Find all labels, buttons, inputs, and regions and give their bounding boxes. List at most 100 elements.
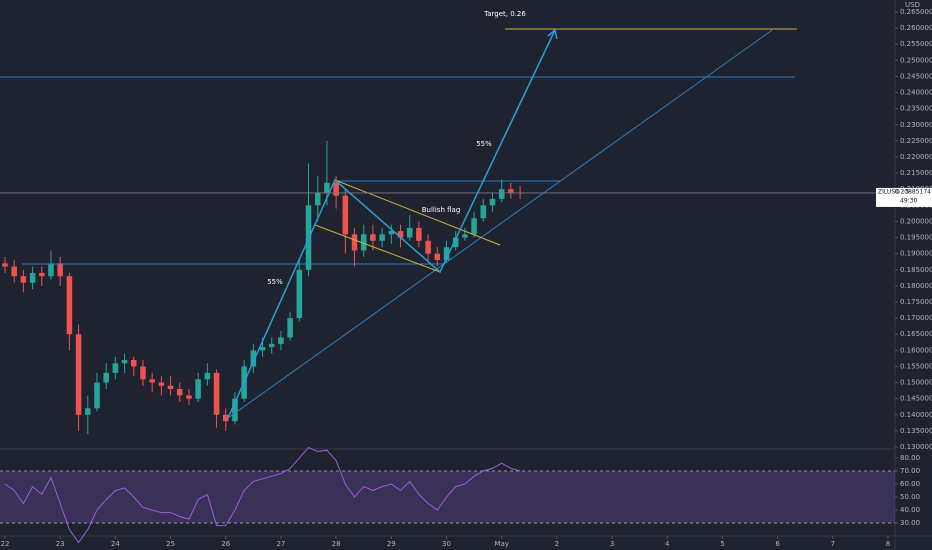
- x-tick-label: 2: [555, 540, 559, 548]
- candle-body: [232, 398, 238, 422]
- candle-body: [425, 240, 431, 254]
- x-tick-label: 25: [166, 540, 175, 548]
- y-tick-label: 0.23000000: [900, 121, 932, 129]
- candle-body: [360, 234, 367, 251]
- x-tick-label: 29: [387, 540, 396, 548]
- y-tick-label: 0.26000000: [900, 24, 932, 32]
- candle-body: [167, 385, 174, 389]
- rsi-tick-label: 30.00: [900, 519, 920, 527]
- candle-body: [57, 263, 63, 277]
- x-tick-label: 22: [1, 540, 10, 548]
- candle-body: [66, 276, 73, 335]
- move-label: 55%: [267, 278, 283, 286]
- countdown-label: 49:30: [900, 197, 917, 204]
- candle-body: [324, 182, 330, 193]
- projection-path: [227, 29, 556, 419]
- candle-body: [508, 189, 514, 193]
- candle-body: [131, 360, 137, 367]
- y-tick-label: 0.18500000: [900, 266, 932, 274]
- candle-body: [75, 334, 82, 415]
- y-tick-label: 0.21500000: [900, 169, 932, 177]
- candle-body: [112, 363, 119, 373]
- x-tick-label: 28: [332, 540, 341, 548]
- symbol-label: ZILUSD · 5: [878, 188, 909, 195]
- candle-body: [121, 360, 128, 364]
- candle-body: [204, 372, 211, 380]
- y-tick-label: 0.15500000: [900, 362, 932, 370]
- candle-body: [379, 234, 385, 241]
- flag-lower: [314, 224, 441, 273]
- x-tick-label: 30: [442, 540, 451, 548]
- y-tick-label: 0.14500000: [900, 395, 932, 403]
- y-tick-label: 0.15000000: [900, 379, 932, 387]
- rsi-tick-label: 80.00: [900, 454, 920, 462]
- candle-body: [195, 379, 201, 399]
- x-tick-label: 3: [610, 540, 614, 548]
- candle-body: [94, 382, 100, 409]
- currency-label: USD: [905, 1, 920, 9]
- candle-body: [186, 395, 192, 399]
- rsi-tick-label: 40.00: [900, 506, 920, 514]
- candle-body: [406, 227, 413, 238]
- move-label: 55%: [476, 140, 492, 148]
- candle-body: [351, 234, 358, 251]
- y-tick-label: 0.20000000: [900, 217, 932, 225]
- y-tick-label: 0.14000000: [900, 411, 932, 419]
- candle-body: [287, 318, 293, 338]
- candle-body: [296, 269, 303, 319]
- x-tick-label: 27: [276, 540, 285, 548]
- candle-body: [140, 366, 146, 380]
- candle-body: [2, 263, 8, 267]
- x-tick-label: 8: [886, 540, 890, 548]
- candle-body: [20, 276, 27, 283]
- x-tick-label: 4: [665, 540, 670, 548]
- y-tick-label: 0.22500000: [900, 137, 932, 145]
- y-tick-label: 0.19000000: [900, 250, 932, 258]
- candle-body: [103, 372, 109, 383]
- candle-body: [370, 234, 376, 241]
- rsi-band: [0, 471, 895, 523]
- candle-body: [158, 382, 165, 386]
- candle-body: [85, 408, 91, 415]
- candle-body: [268, 343, 275, 348]
- y-tick-label: 0.17000000: [900, 314, 932, 322]
- y-tick-label: 0.25500000: [900, 40, 932, 48]
- x-tick-label: 26: [221, 540, 230, 548]
- last-price-label: 0.20885174: [895, 188, 931, 195]
- candle-body: [177, 389, 183, 396]
- x-tick-label: 6: [775, 540, 780, 548]
- candle-body: [471, 218, 477, 235]
- y-tick-label: 0.13500000: [900, 427, 932, 435]
- y-tick-label: 0.16000000: [900, 346, 932, 354]
- candle-body: [250, 350, 257, 367]
- candle-body: [314, 192, 321, 206]
- y-tick-label: 0.26500000: [900, 8, 932, 16]
- rsi-tick-label: 70.00: [900, 467, 920, 475]
- candle-body: [416, 227, 422, 241]
- candle-body: [498, 189, 505, 199]
- candle-body: [213, 372, 220, 415]
- flag-upper: [334, 179, 501, 246]
- candle-body: [278, 337, 284, 344]
- candle-body: [48, 263, 54, 277]
- candle-body: [397, 231, 404, 238]
- y-tick-label: 0.25000000: [900, 56, 932, 64]
- drawings: Target, 0.26 55% 55% Bullish flag: [0, 10, 797, 419]
- x-tick-label: 23: [56, 540, 65, 548]
- arrow-head: [547, 28, 558, 40]
- candle-body: [342, 195, 349, 235]
- pattern-label: Bullish flag: [422, 206, 461, 214]
- candle-body: [149, 379, 155, 383]
- candle-body: [452, 237, 459, 248]
- candle-body: [29, 273, 36, 283]
- candle-body: [443, 247, 450, 261]
- y-tick-label: 0.19500000: [900, 234, 932, 242]
- trend-line: [227, 27, 776, 419]
- y-tick-label: 0.18000000: [900, 282, 932, 290]
- y-tick-label: 0.24500000: [900, 72, 932, 80]
- candle-body: [480, 205, 487, 219]
- x-tick-label: 24: [111, 540, 120, 548]
- candle-body: [462, 234, 468, 238]
